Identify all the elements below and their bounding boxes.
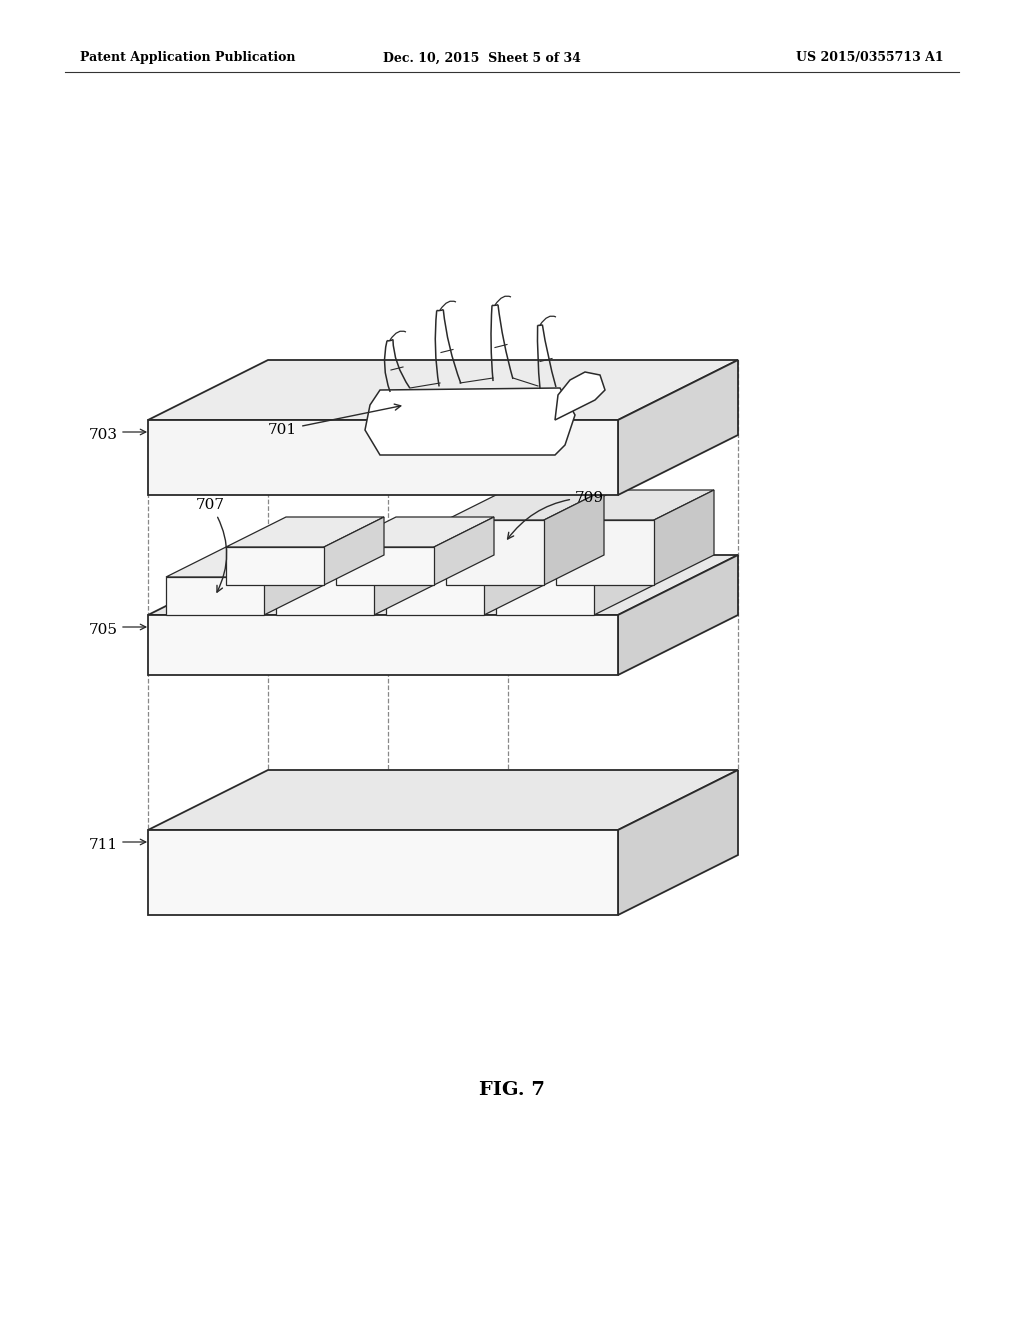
Polygon shape [166,577,264,615]
Text: FIG. 7: FIG. 7 [479,1081,545,1100]
Polygon shape [555,372,605,420]
Polygon shape [336,517,494,546]
Text: 703: 703 [89,428,118,442]
Polygon shape [556,490,714,520]
Polygon shape [386,546,544,577]
Text: 711: 711 [89,838,118,851]
Polygon shape [618,770,738,915]
Text: 705: 705 [89,623,118,638]
Polygon shape [374,546,434,615]
Polygon shape [226,517,384,546]
Polygon shape [556,520,654,585]
Polygon shape [434,517,494,585]
Polygon shape [618,360,738,495]
Polygon shape [386,577,484,615]
Polygon shape [226,546,324,585]
Polygon shape [148,770,738,830]
Polygon shape [484,546,544,615]
Text: 701: 701 [268,404,400,437]
Polygon shape [446,520,544,585]
Polygon shape [276,577,374,615]
Polygon shape [148,830,618,915]
Polygon shape [324,517,384,585]
Polygon shape [276,546,434,577]
Polygon shape [496,577,594,615]
Polygon shape [264,546,324,615]
Polygon shape [654,490,714,585]
Polygon shape [166,546,324,577]
Polygon shape [148,360,738,420]
Polygon shape [148,615,618,675]
Polygon shape [148,420,618,495]
Polygon shape [148,554,738,615]
Polygon shape [496,546,654,577]
Text: 709: 709 [508,491,604,539]
Text: Dec. 10, 2015  Sheet 5 of 34: Dec. 10, 2015 Sheet 5 of 34 [383,51,581,65]
Polygon shape [544,490,604,585]
Polygon shape [594,546,654,615]
Polygon shape [618,554,738,675]
Text: 707: 707 [196,498,226,593]
Text: US 2015/0355713 A1: US 2015/0355713 A1 [797,51,944,65]
Polygon shape [446,490,604,520]
Polygon shape [365,388,575,455]
Text: Patent Application Publication: Patent Application Publication [80,51,296,65]
Polygon shape [336,546,434,585]
